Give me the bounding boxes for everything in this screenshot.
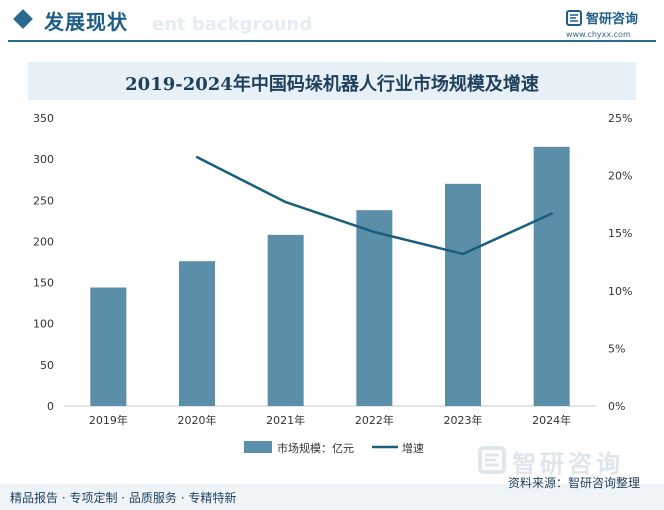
growth-point [373,230,376,234]
chart-title-bar: 2019-2024年中国码垛机器人行业市场规模及增速 [28,62,636,100]
page-header: ent background 发展现状 智研咨询 www.chyxx.com [0,0,664,44]
source-note: 资料来源：智研咨询整理 [508,476,641,490]
x-tick-label: 2019年 [89,413,128,427]
legend-bar-swatch [244,441,272,453]
y-left-tick-label: 250 [33,194,54,207]
y-right-tick-label: 15% [608,227,632,240]
y-left-tick-label: 150 [33,277,54,290]
bar-2021年 [267,234,304,406]
y-left-tick-label: 100 [33,318,54,331]
bar-2022年 [356,210,393,406]
brand-url: www.chyxx.com [566,30,631,39]
growth-point [461,252,465,256]
header-divider [8,40,656,42]
footer-slogan: 精品报告 · 专项定制 · 品质服务 · 专精特新 [10,491,237,505]
brand-logo: 智研咨询 www.chyxx.com [566,8,660,40]
legend-bar-label: 市场规模：亿元 [277,441,354,455]
brand-name: 智研咨询 [586,12,639,27]
watermark-logo: 智研咨询 [478,444,658,478]
brand-logo-icon [566,10,582,26]
y-left-tick-label: 350 [33,112,54,125]
bar-2024年 [533,146,570,407]
x-tick-label: 2020年 [178,413,217,427]
bar-2020年 [179,261,215,406]
growth-point [550,212,553,215]
watermark-logo-icon [478,446,506,474]
y-right-tick-label: 25% [608,112,632,125]
chart-title: 2019-2024年中国码垛机器人行业市场规模及增速 [125,74,539,95]
legend-line-label: 增速 [402,441,424,455]
section-title: 发展现状 [44,10,128,34]
watermark-text: 智研咨询 [512,450,624,478]
y-left-tick-label: 200 [33,235,54,248]
y-left-tick-label: 50 [40,359,54,372]
y-left-tick-label: 0 [47,400,54,413]
x-tick-label: 2024年 [532,413,571,427]
x-tick-label: 2021年 [266,413,305,427]
header-ghost-text: ent background [152,14,313,35]
bar-2023年 [445,183,481,406]
y-right-tick-label: 0% [608,400,625,413]
y-right-tick-label: 20% [608,170,632,183]
y-right-tick-label: 5% [608,342,625,355]
page-footer: 精品报告 · 专项定制 · 品质服务 · 专精特新 [0,484,664,510]
bar-2019年 [90,287,127,406]
x-tick-label: 2022年 [355,413,394,427]
y-right-tick-label: 10% [608,285,632,298]
growth-point [284,200,287,204]
x-tick-label: 2023年 [444,413,483,427]
y-left-tick-label: 300 [33,153,54,166]
growth-point [195,155,199,159]
